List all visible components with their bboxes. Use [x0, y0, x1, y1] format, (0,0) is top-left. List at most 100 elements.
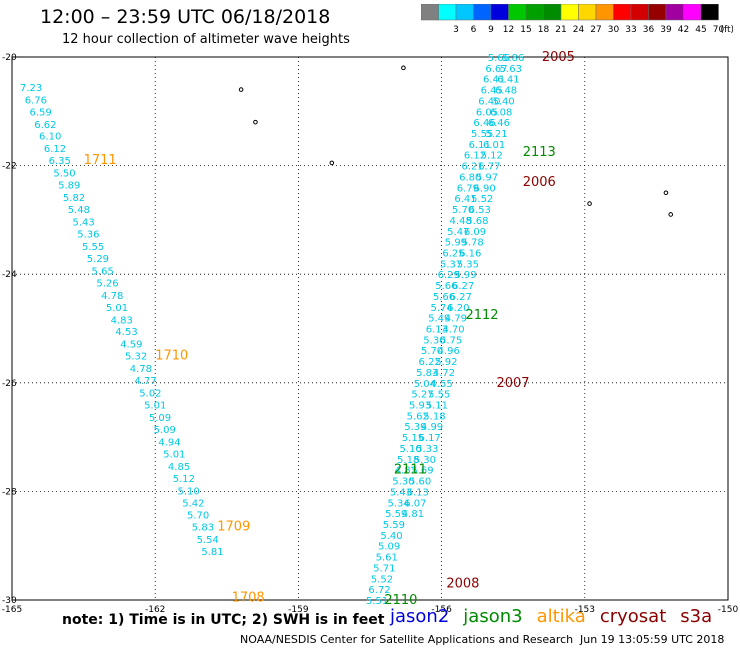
swh-value: 5.43	[390, 487, 412, 498]
legend-label: 70	[713, 25, 725, 35]
swh-value: 5.52	[371, 574, 393, 585]
swh-value: 5.55	[428, 390, 450, 401]
swh-value: 6.67	[485, 64, 507, 75]
island-marker	[238, 87, 244, 92]
swh-value: 5.52	[471, 194, 493, 205]
pass-label: 2111	[394, 463, 427, 478]
swh-value: 6.11	[469, 140, 491, 151]
swh-value: 6.16	[459, 248, 481, 259]
swh-value: 5.37	[440, 259, 462, 270]
swh-value: 5.61	[376, 553, 398, 564]
swh-value: 5.49	[428, 314, 450, 325]
swh-value: 4.81	[402, 509, 424, 520]
swh-value: 5.12	[481, 151, 503, 162]
swh-value: 5.59	[383, 520, 405, 531]
lon-tick-label: -153	[575, 605, 595, 615]
lat-tick-label: -20	[2, 53, 17, 63]
lon-tick-label: -165	[2, 605, 22, 615]
swh-value: 6.41	[497, 75, 519, 86]
swh-value: 5.30	[423, 335, 445, 346]
pass-label: 1711	[84, 153, 117, 168]
swh-value: 4.79	[445, 314, 467, 325]
footer-timestamp: Jun 19 13:05:59 UTC 2018	[580, 633, 725, 646]
swh-value: 5.66	[488, 53, 510, 64]
swh-value: 4.96	[438, 346, 460, 357]
legend-label: 3	[453, 25, 459, 35]
pass-label: 2005	[542, 50, 575, 65]
swh-value: 5.83	[416, 368, 438, 379]
legend-label: 45	[695, 25, 706, 35]
lat-tick-label: -28	[2, 487, 17, 497]
swh-value: 4.77	[135, 376, 157, 387]
swh-value: 6.62	[34, 120, 56, 131]
swh-value: 5.70	[452, 205, 474, 216]
swh-value: 6.48	[495, 86, 517, 97]
color-scale-legend: 3 6 9 12 15 18 21 24 27 30 33 36 39 42 45 70(ft)	[421, 4, 733, 35]
swh-value: 5.70	[187, 511, 209, 522]
island-marker	[329, 160, 335, 166]
swh-value: 5.01	[163, 449, 185, 460]
lat-tick-label: -24	[2, 270, 17, 280]
swh-value: 5.40	[493, 96, 515, 107]
mission-jason3: jason3	[463, 606, 523, 627]
swh-value: 6.21	[461, 162, 483, 173]
swh-value: 5.51	[366, 596, 388, 607]
swh-value: 6.46	[473, 118, 495, 129]
swh-value: 6.35	[49, 156, 71, 167]
swh-value: 6.20	[447, 303, 469, 314]
swh-value: 5.09	[378, 542, 400, 553]
footer-note: note: 1) Time is in UTC; 2) SWH is in fe…	[62, 612, 385, 628]
legend-label: 42	[678, 25, 689, 35]
swh-value: 6.12	[464, 151, 486, 162]
swh-value: 6.22	[419, 357, 441, 368]
lon-tick-label: -150	[718, 605, 739, 615]
swh-value: 6.13	[426, 325, 448, 336]
swh-value: 6.80	[459, 172, 481, 183]
lat-tick-label: -22	[2, 162, 17, 172]
swh-value: 5.75	[440, 335, 462, 346]
pass-label: 2112	[465, 308, 498, 323]
swh-value: 4.72	[433, 368, 455, 379]
swh-value: 4.94	[158, 437, 180, 448]
swh-value: 6.10	[39, 132, 61, 143]
swh-value: 5.26	[96, 278, 118, 289]
swh-value: 5.21	[485, 129, 507, 140]
page-title: 12:00 – 23:59 UTC 06/18/2018	[40, 6, 331, 28]
swh-value: 5.40	[380, 531, 402, 542]
pass-label: 2007	[496, 376, 529, 391]
swh-value: 5.83	[192, 523, 214, 534]
swh-value: 5.04	[414, 379, 436, 390]
swh-value: 6.59	[30, 107, 52, 118]
mission-cryosat: cryosat	[599, 606, 667, 627]
swh-value: 4.48	[450, 216, 472, 227]
lon-tick-label: -162	[145, 605, 165, 615]
legend-label: 27	[590, 25, 601, 35]
legend-swatch	[700, 4, 719, 21]
pass-label: 2110	[384, 593, 417, 608]
swh-value: 5.69	[411, 466, 433, 477]
swh-value: 5.36	[77, 229, 99, 240]
swh-value: 5.10	[399, 444, 421, 455]
swh-value: 5.18	[397, 455, 419, 466]
swh-value: 5.70	[421, 346, 443, 357]
swh-value: 5.42	[182, 498, 204, 509]
lon-tick-label: -156	[431, 605, 452, 615]
swh-value: 5.09	[149, 413, 171, 424]
swh-value: 5.33	[416, 444, 438, 455]
swh-value: 5.10	[177, 486, 199, 497]
page-subtitle: 12 hour collection of altimeter wave hei…	[62, 32, 350, 47]
swh-value: 6.05	[476, 107, 498, 118]
swh-value: 5.89	[58, 181, 80, 192]
swh-value: 5.60	[409, 477, 431, 488]
footer-credit: NOAA/NESDIS Center for Satellite Applica…	[240, 633, 574, 646]
swh-value: 4.55	[430, 379, 452, 390]
mission-jason2: jason2	[390, 606, 450, 627]
swh-value: 6.08	[490, 107, 512, 118]
swh-value: 7.23	[20, 83, 42, 94]
swh-value: 5.48	[68, 205, 90, 216]
pass-label: 2008	[446, 577, 479, 592]
swh-value: 5.86	[502, 53, 524, 64]
swh-value: 6.46	[488, 118, 510, 129]
swh-value: 5.55	[471, 129, 493, 140]
